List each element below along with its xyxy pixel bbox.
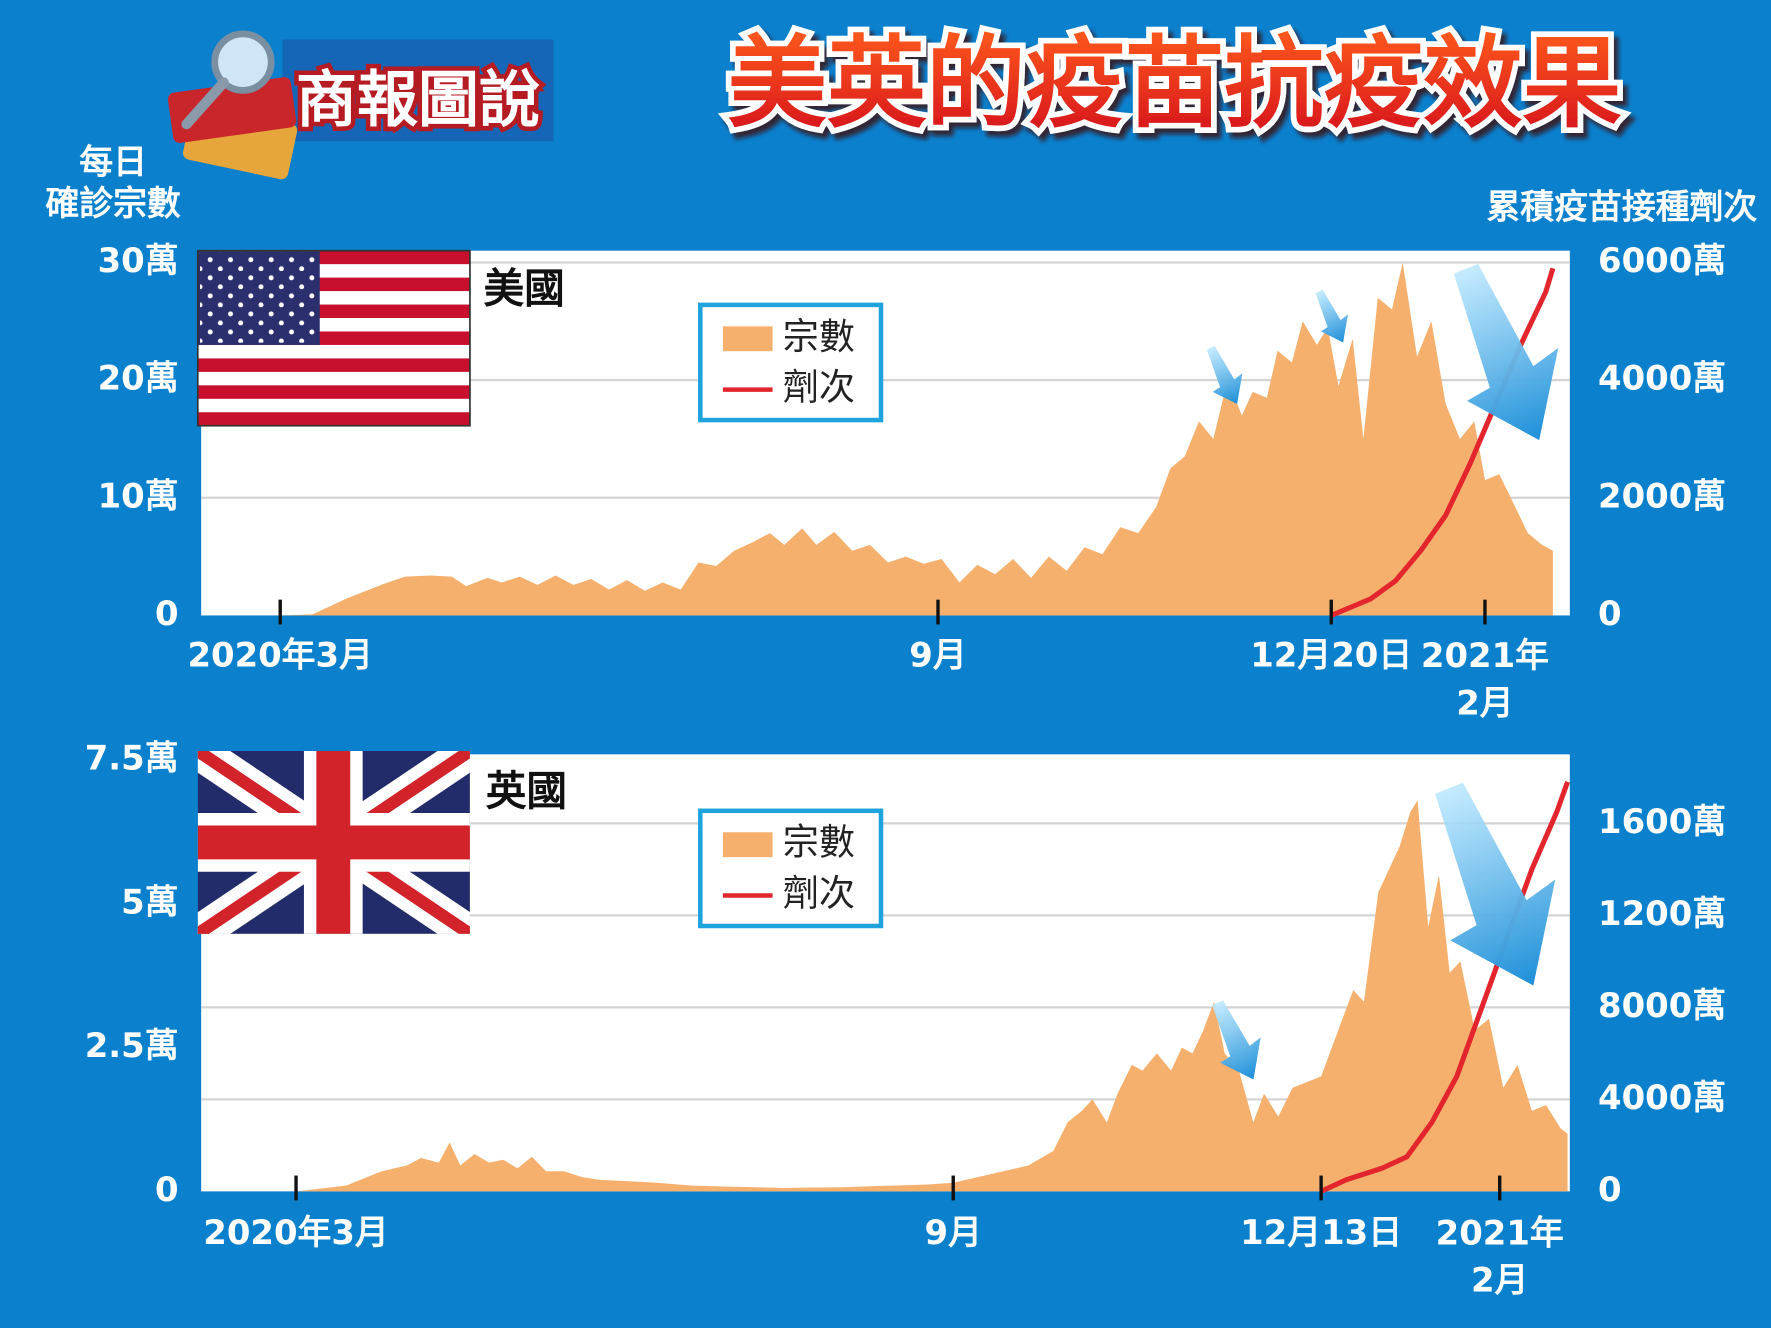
legend-box [698, 302, 884, 423]
y-axis-label: 每日確診宗數 [45, 142, 181, 222]
y2-tick-label: 1200萬 [1598, 894, 1726, 933]
country-label: 英國 [486, 767, 567, 815]
y2-tick-label: 4000萬 [1598, 359, 1726, 398]
flag-stripe [197, 358, 470, 372]
x-tick-label: 2020年3月 [187, 636, 373, 675]
y-tick-label: 0 [155, 1170, 179, 1209]
legend-label: 宗數 [783, 315, 855, 358]
x-tick-label: 2020年3月 [203, 1213, 389, 1252]
logo-text: 商報圖說 [296, 64, 540, 135]
cases-area [296, 800, 1568, 1192]
legend-swatch [722, 832, 773, 858]
y2-tick-label: 1600萬 [1598, 802, 1726, 841]
y-tick-label: 7.5萬 [85, 739, 179, 778]
y-tick-label: 2.5萬 [85, 1026, 179, 1065]
y2-tick-label: 6000萬 [1598, 241, 1726, 280]
flag-cross-red [197, 750, 470, 934]
legend-label: 劑次 [783, 366, 855, 409]
country-label: 美國 [483, 264, 564, 312]
x-tick-label: 12月20日 [1250, 636, 1412, 675]
legend-label: 宗數 [783, 821, 855, 864]
y2-tick-label: 0 [1598, 1170, 1622, 1209]
flag-border [196, 249, 471, 427]
legend-swatch [722, 326, 773, 352]
y2-tick-label: 0 [1598, 594, 1622, 633]
x-tick-label: 2021年 2月 [1421, 636, 1549, 722]
y2-tick-label: 8000萬 [1598, 986, 1726, 1025]
logo: 商報圖說 [167, 30, 554, 180]
flag-stripe [197, 412, 470, 426]
flag-stars [200, 252, 318, 343]
y-tick-label: 0 [155, 594, 179, 633]
y-tick-label: 5萬 [121, 882, 178, 921]
cases-area [280, 262, 1553, 616]
uk-flag [197, 750, 470, 934]
main-title: 美英的疫苗抗疫效果 [727, 27, 1621, 142]
y-tick-label: 30萬 [98, 241, 179, 280]
y-tick-label: 20萬 [98, 359, 179, 398]
doses-line [1330, 267, 1556, 618]
x-tick-label: 9月 [925, 1213, 982, 1252]
y-tick-label: 10萬 [98, 476, 179, 515]
x-tick-label: 9月 [909, 636, 966, 675]
x-tick-label: 12月13日 [1240, 1213, 1402, 1252]
us-flag [196, 249, 471, 427]
y2-axis-label: 累積疫苗接種劑次 [1486, 187, 1757, 226]
flag-stripe [197, 385, 470, 399]
legend-label: 劑次 [783, 871, 855, 914]
x-tick-label: 2021年 2月 [1436, 1213, 1564, 1299]
y2-tick-label: 2000萬 [1598, 476, 1726, 515]
flag-body [197, 750, 470, 934]
y2-tick-label: 4000萬 [1598, 1078, 1726, 1117]
doses-line [1320, 781, 1570, 1194]
legend-box [698, 808, 884, 929]
